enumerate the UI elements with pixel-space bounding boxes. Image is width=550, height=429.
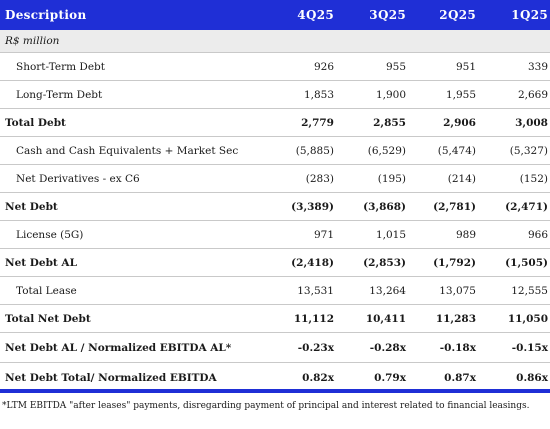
row-value: -0.23x [266,332,336,363]
table-row: Net Debt (3,389) (3,868) (2,781) (2,471) [0,192,550,221]
row-value: 11,112 [266,304,336,333]
row-value: -0.18x [408,332,478,363]
net-debt-table: Description 4Q25 3Q25 2Q25 1Q25 R$ milli… [0,0,550,393]
row-label: Total Lease [0,276,266,305]
header-description: Description [5,8,87,22]
row-label: Net Derivatives - ex C6 [0,164,266,193]
table-row: Cash and Cash Equivalents + Market Sec (… [0,136,550,165]
header-period-3q25: 3Q25 [369,8,406,22]
row-value: 0.87x [408,362,478,393]
row-value: 951 [408,52,478,81]
row-label: Total Debt [0,108,266,137]
row-value: (5,885) [266,136,336,165]
unit-cell [408,30,478,53]
row-value: -0.28x [336,332,408,363]
row-value: 2,906 [408,108,478,137]
row-value: 966 [478,220,550,249]
row-value: 1,900 [336,80,408,109]
row-value: 989 [408,220,478,249]
table-row: Long-Term Debt 1,853 1,900 1,955 2,669 [0,80,550,109]
row-label: Net Debt AL [0,248,266,277]
row-value: (2,781) [408,192,478,221]
row-label: Net Debt AL / Normalized EBITDA AL* [0,332,266,363]
table-row: Total Net Debt 11,112 10,411 11,283 11,0… [0,304,550,333]
row-value: (1,792) [408,248,478,277]
row-value: 1,015 [336,220,408,249]
row-value: 339 [478,52,550,81]
row-value: 13,531 [266,276,336,305]
row-value: -0.15x [478,332,550,363]
row-value: (5,327) [478,136,550,165]
table-row: License (5G) 971 1,015 989 966 [0,220,550,249]
table-row: Net Debt Total/ Normalized EBITDA 0.82x … [0,362,550,393]
unit-cell [266,30,336,53]
row-value: 10,411 [336,304,408,333]
row-value: 0.82x [266,362,336,393]
row-value: 11,283 [408,304,478,333]
table-row: Net Debt AL (2,418) (2,853) (1,792) (1,5… [0,248,550,277]
row-value: 1,853 [266,80,336,109]
row-value: (3,389) [266,192,336,221]
row-value: 955 [336,52,408,81]
row-value: (195) [336,164,408,193]
row-value: (283) [266,164,336,193]
row-value: 1,955 [408,80,478,109]
row-value: (1,505) [478,248,550,277]
table-row: Total Lease 13,531 13,264 13,075 12,555 [0,276,550,305]
row-value: 971 [266,220,336,249]
row-value: 13,264 [336,276,408,305]
row-value: 11,050 [478,304,550,333]
row-value: (2,853) [336,248,408,277]
table-row: Net Derivatives - ex C6 (283) (195) (214… [0,164,550,193]
table-row: Short-Term Debt 926 955 951 339 [0,52,550,81]
row-value: 3,008 [478,108,550,137]
row-value: 13,075 [408,276,478,305]
row-value: 2,669 [478,80,550,109]
table-header-row: Description 4Q25 3Q25 2Q25 1Q25 [0,0,550,30]
row-label: Net Debt [0,192,266,221]
row-value: 12,555 [478,276,550,305]
unit-cell [478,30,550,53]
table-bottom-rule [0,389,550,393]
row-label: License (5G) [0,220,266,249]
unit-row: R$ million [0,30,550,53]
row-value: (214) [408,164,478,193]
row-value: 0.86x [478,362,550,393]
row-label: Total Net Debt [0,304,266,333]
row-label: Long-Term Debt [0,80,266,109]
row-label: Short-Term Debt [0,52,266,81]
row-value: (6,529) [336,136,408,165]
unit-label: R$ million [0,30,266,53]
row-value: (2,471) [478,192,550,221]
row-label: Cash and Cash Equivalents + Market Sec [0,136,266,165]
unit-cell [336,30,408,53]
header-period-4q25: 4Q25 [297,8,334,22]
header-period-2q25: 2Q25 [439,8,476,22]
row-value: (3,868) [336,192,408,221]
row-value: 0.79x [336,362,408,393]
row-value: 2,779 [266,108,336,137]
header-period-1q25: 1Q25 [511,8,548,22]
row-value: (2,418) [266,248,336,277]
table-row: Net Debt AL / Normalized EBITDA AL* -0.2… [0,332,550,363]
row-label: Net Debt Total/ Normalized EBITDA [0,362,266,393]
row-value: (5,474) [408,136,478,165]
row-value: (152) [478,164,550,193]
row-value: 926 [266,52,336,81]
footnote: *LTM EBITDA "after leases" payments, dis… [2,401,530,411]
table-row: Total Debt 2,779 2,855 2,906 3,008 [0,108,550,137]
row-value: 2,855 [336,108,408,137]
